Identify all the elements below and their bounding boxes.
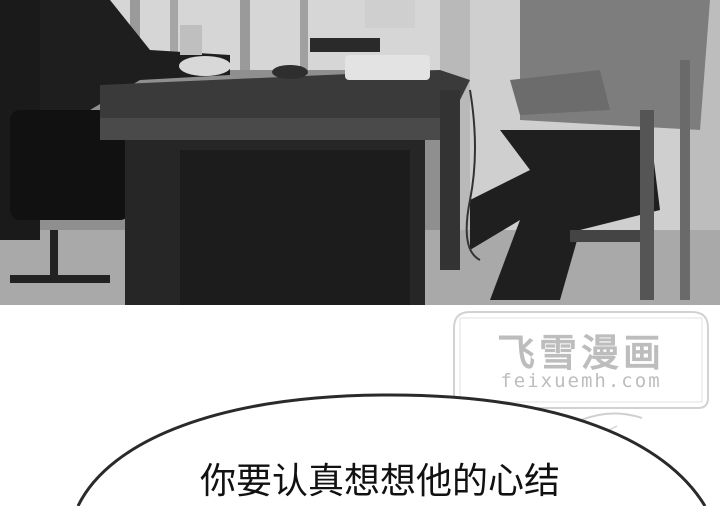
watermark-title: 飞雪漫画 — [496, 331, 665, 375]
watermark: 飞雪漫画 feixuemh.com — [450, 308, 712, 440]
office-photo — [0, 0, 720, 305]
office-scene-illustration — [0, 0, 720, 305]
speech-bubble-text: 你要认真想想他的心结 — [199, 461, 560, 502]
watermark-url: feixuemh.com — [500, 370, 662, 392]
